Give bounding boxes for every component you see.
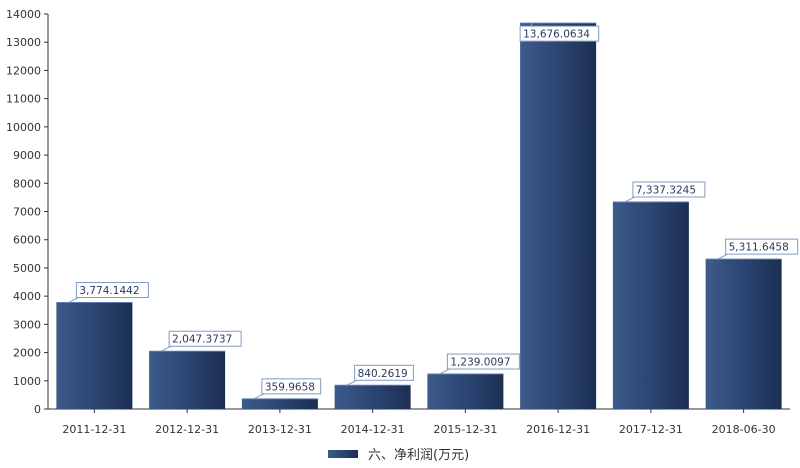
data-label: 840.2619 <box>358 368 408 380</box>
data-label-box <box>446 353 520 370</box>
legend-label: 六、净利润(万元) <box>368 448 469 463</box>
y-tick-label: 13000 <box>6 36 41 49</box>
y-tick-label: 10000 <box>6 121 41 134</box>
x-tick-label: 2017-12-31 <box>619 423 683 436</box>
bar <box>56 302 133 409</box>
data-label: 7,337.3245 <box>636 184 696 196</box>
data-label: 1,239.0097 <box>450 357 510 369</box>
data-label-leader <box>160 345 172 352</box>
data-label-leader <box>439 368 450 375</box>
y-tick-label: 0 <box>34 403 41 416</box>
x-tick-label: 2013-12-31 <box>248 423 312 436</box>
data-label: 359.9658 <box>265 381 315 393</box>
legend-swatch <box>328 450 358 458</box>
y-tick-label: 3000 <box>13 318 41 331</box>
data-label-box <box>261 378 322 395</box>
x-tick-label: 2012-12-31 <box>155 423 219 436</box>
x-tick-label: 2018-06-30 <box>712 423 776 436</box>
y-tick-label: 6000 <box>13 234 41 247</box>
data-label-leader <box>624 196 636 203</box>
y-tick-label: 1000 <box>13 375 41 388</box>
y-tick-label: 8000 <box>13 177 41 190</box>
x-tick-label: 2015-12-31 <box>433 423 497 436</box>
bar <box>612 201 689 409</box>
data-label-leader <box>717 253 728 260</box>
data-label-box <box>354 364 414 381</box>
data-label: 3,774.1442 <box>79 285 139 297</box>
bars <box>56 22 782 409</box>
data-label-box <box>75 282 149 299</box>
data-label-leader <box>346 379 357 386</box>
data-label-box <box>632 181 706 198</box>
data-labels: 3,774.1442 2,047.3737 359.9658 840.2619 1,23… <box>68 22 799 400</box>
y-tick-label: 4000 <box>13 290 41 303</box>
bar <box>241 398 318 409</box>
bar <box>427 374 504 409</box>
data-label: 2,047.3737 <box>172 334 232 346</box>
y-tick-label: 7000 <box>13 206 41 219</box>
bar <box>149 351 226 409</box>
data-label-box <box>725 238 799 255</box>
data-label-leader <box>253 393 265 400</box>
y-axis: 0 1000 2000 3000 4000 5000 6000 7000 8000 9000 100… <box>6 8 49 416</box>
data-label-box <box>168 330 242 347</box>
x-axis: 2011-12-31 2012-12-31 2013-12-31 2014-12-31… <box>48 408 790 436</box>
data-label-box <box>519 25 600 42</box>
x-tick-label: 2014-12-31 <box>341 423 405 436</box>
bar <box>334 385 411 409</box>
y-tick-label: 2000 <box>13 347 41 360</box>
y-tick-label: 14000 <box>6 8 41 21</box>
legend: 六、净利润(万元) <box>328 448 469 463</box>
data-label: 5,311.6458 <box>729 242 789 254</box>
y-tick-label: 9000 <box>13 149 41 162</box>
x-tick-label: 2011-12-31 <box>62 423 126 436</box>
bar <box>705 259 782 409</box>
y-tick-label: 5000 <box>13 262 41 275</box>
y-tick-label: 11000 <box>6 93 41 106</box>
data-label-leader <box>68 297 79 303</box>
bar <box>520 23 597 409</box>
y-tick-label: 12000 <box>6 64 41 77</box>
data-label: 13,676.0634 <box>523 29 590 41</box>
x-tick-label: 2016-12-31 <box>526 423 590 436</box>
